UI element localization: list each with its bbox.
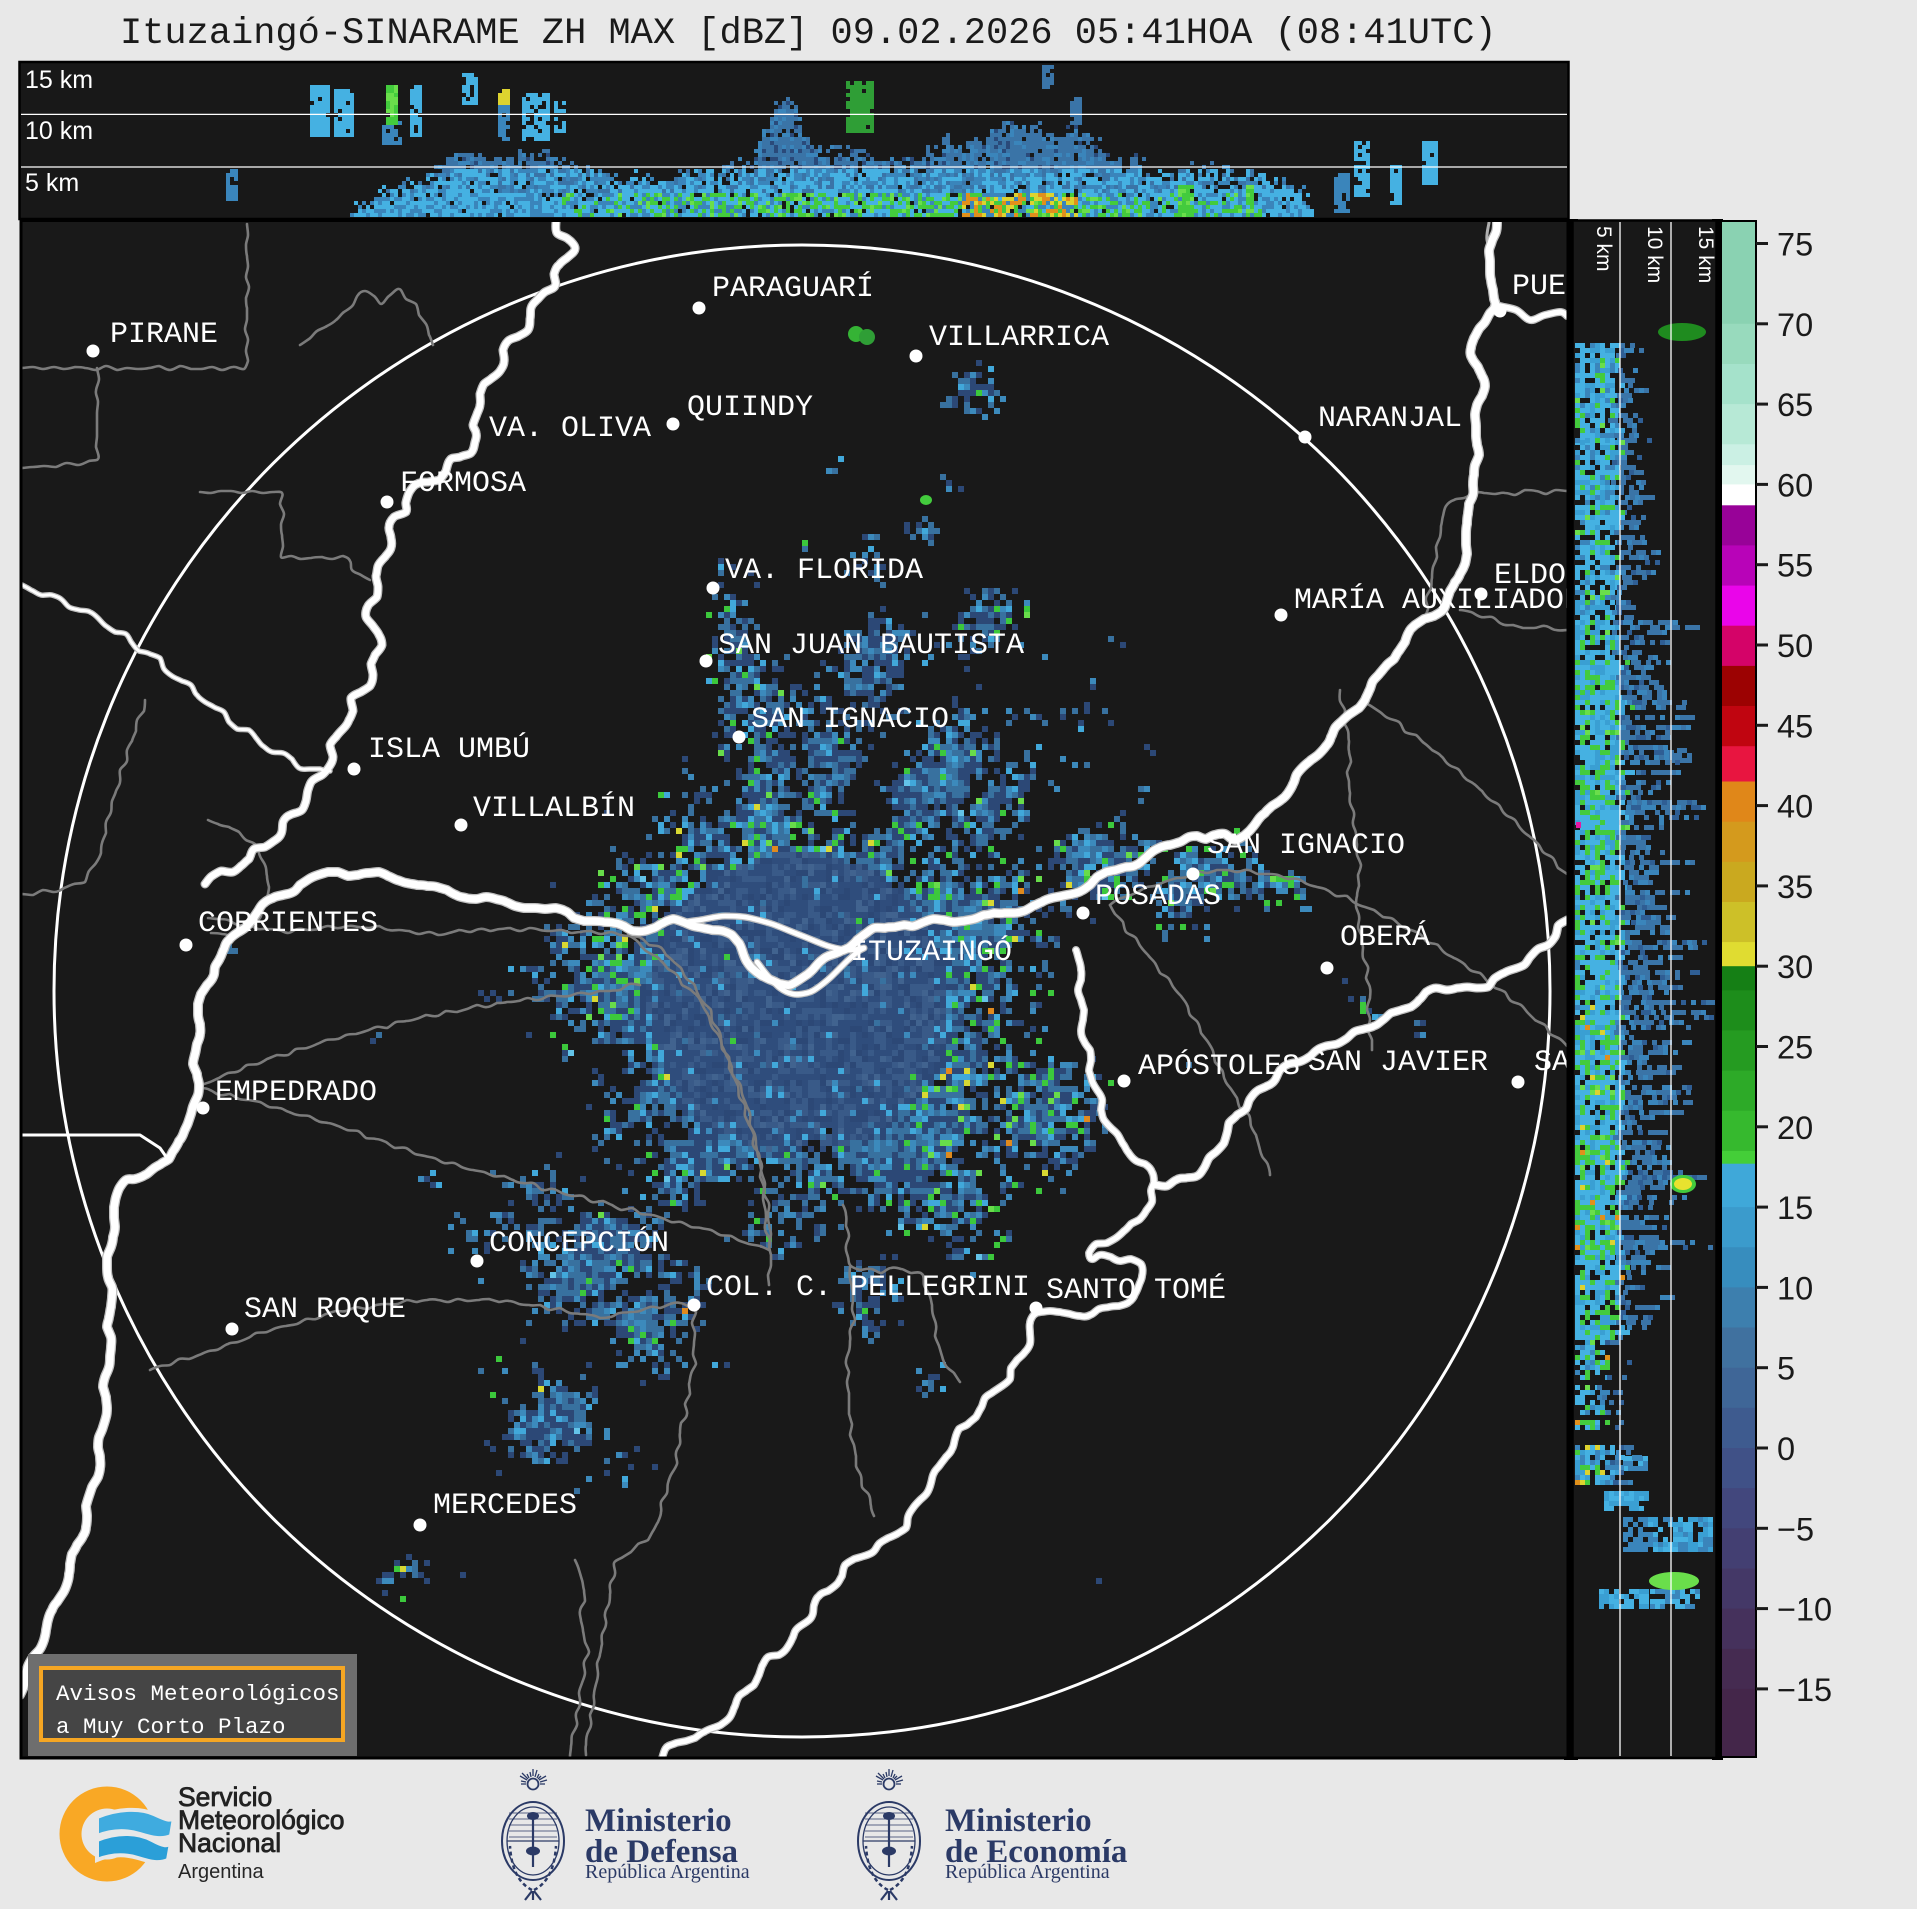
svg-text:70: 70: [1777, 307, 1813, 343]
svg-text:VA. OLIVA: VA. OLIVA: [489, 412, 651, 446]
svg-text:SAN JAVIER: SAN JAVIER: [1308, 1046, 1488, 1080]
svg-text:20: 20: [1777, 1110, 1813, 1146]
svg-text:55: 55: [1777, 548, 1813, 584]
svg-text:VILLARRICA: VILLARRICA: [929, 321, 1109, 355]
svg-text:SAN ROQUE: SAN ROQUE: [244, 1293, 406, 1327]
svg-text:República Argentina: República Argentina: [945, 1861, 1110, 1883]
svg-text:SANTO TOMÉ: SANTO TOMÉ: [1046, 1273, 1226, 1308]
svg-text:VILLALBÍN: VILLALBÍN: [473, 791, 635, 826]
svg-text:CONCEPCIÓN: CONCEPCIÓN: [489, 1226, 669, 1261]
svg-text:MERCEDES: MERCEDES: [433, 1489, 577, 1523]
svg-text:VA. FLORIDA: VA. FLORIDA: [725, 554, 923, 588]
svg-text:40: 40: [1777, 789, 1813, 825]
svg-text:15 km: 15 km: [25, 66, 93, 94]
svg-text:PUERTO R: PUERTO R: [1512, 270, 1656, 304]
svg-text:República Argentina: República Argentina: [585, 1861, 750, 1883]
svg-text:5 km: 5 km: [25, 169, 79, 197]
svg-text:10 km: 10 km: [1643, 226, 1666, 283]
svg-text:CORRIENTES: CORRIENTES: [198, 907, 378, 941]
svg-text:50: 50: [1777, 628, 1813, 664]
svg-text:PIRANE: PIRANE: [110, 318, 218, 352]
svg-text:30: 30: [1777, 949, 1813, 985]
svg-text:Argentina: Argentina: [178, 1861, 264, 1883]
svg-text:60: 60: [1777, 467, 1813, 503]
svg-text:EMPEDRADO: EMPEDRADO: [215, 1076, 377, 1110]
svg-text:ISLA UMBÚ: ISLA UMBÚ: [368, 732, 530, 767]
svg-text:QUIINDY: QUIINDY: [687, 391, 813, 425]
svg-text:5: 5: [1777, 1351, 1795, 1387]
svg-text:−15: −15: [1777, 1672, 1832, 1708]
svg-text:de Economía: de Economía: [945, 1834, 1127, 1870]
svg-text:15: 15: [1777, 1190, 1813, 1226]
svg-text:Nacional: Nacional: [178, 1828, 281, 1858]
svg-text:NARANJAL: NARANJAL: [1318, 402, 1462, 436]
svg-text:5 km: 5 km: [1592, 226, 1615, 272]
svg-text:15 km: 15 km: [1694, 226, 1717, 283]
svg-text:SAN: SAN: [1534, 1046, 1588, 1080]
svg-text:ELDOR: ELDOR: [1494, 559, 1584, 593]
svg-text:75: 75: [1777, 227, 1813, 263]
svg-text:−5: −5: [1777, 1511, 1814, 1547]
svg-text:SAN IGNACIO: SAN IGNACIO: [1207, 829, 1405, 863]
svg-text:Servicio: Servicio: [178, 1782, 272, 1812]
svg-text:65: 65: [1777, 387, 1813, 423]
svg-text:COL. C. PELLEGRINI: COL. C. PELLEGRINI: [706, 1271, 1030, 1305]
svg-text:de Defensa: de Defensa: [585, 1834, 738, 1870]
svg-text:SAN IGNACIO: SAN IGNACIO: [751, 703, 949, 737]
svg-text:POSADAS: POSADAS: [1095, 880, 1221, 914]
svg-text:10 km: 10 km: [25, 117, 93, 145]
svg-text:35: 35: [1777, 869, 1813, 905]
svg-text:10: 10: [1777, 1270, 1813, 1306]
svg-text:SAN JUAN BAUTISTA: SAN JUAN BAUTISTA: [718, 629, 1024, 663]
svg-text:Meteorológico: Meteorológico: [178, 1805, 344, 1835]
svg-text:45: 45: [1777, 708, 1813, 744]
svg-text:MARÍA AUXILIADOR: MARÍA AUXILIADOR: [1294, 583, 1582, 618]
svg-text:FORMOSA: FORMOSA: [400, 467, 526, 501]
svg-text:25: 25: [1777, 1030, 1813, 1066]
svg-text:−10: −10: [1777, 1592, 1832, 1628]
svg-text:OBERÁ: OBERÁ: [1340, 920, 1430, 955]
svg-text:ITUZAINGÓ: ITUZAINGÓ: [850, 935, 1012, 970]
svg-text:PARAGUARÍ: PARAGUARÍ: [712, 271, 874, 306]
svg-text:Ministerio: Ministerio: [945, 1803, 1092, 1839]
svg-text:Ministerio: Ministerio: [585, 1803, 732, 1839]
svg-text:0: 0: [1777, 1431, 1795, 1467]
svg-text:APÓSTOLES: APÓSTOLES: [1138, 1049, 1300, 1084]
